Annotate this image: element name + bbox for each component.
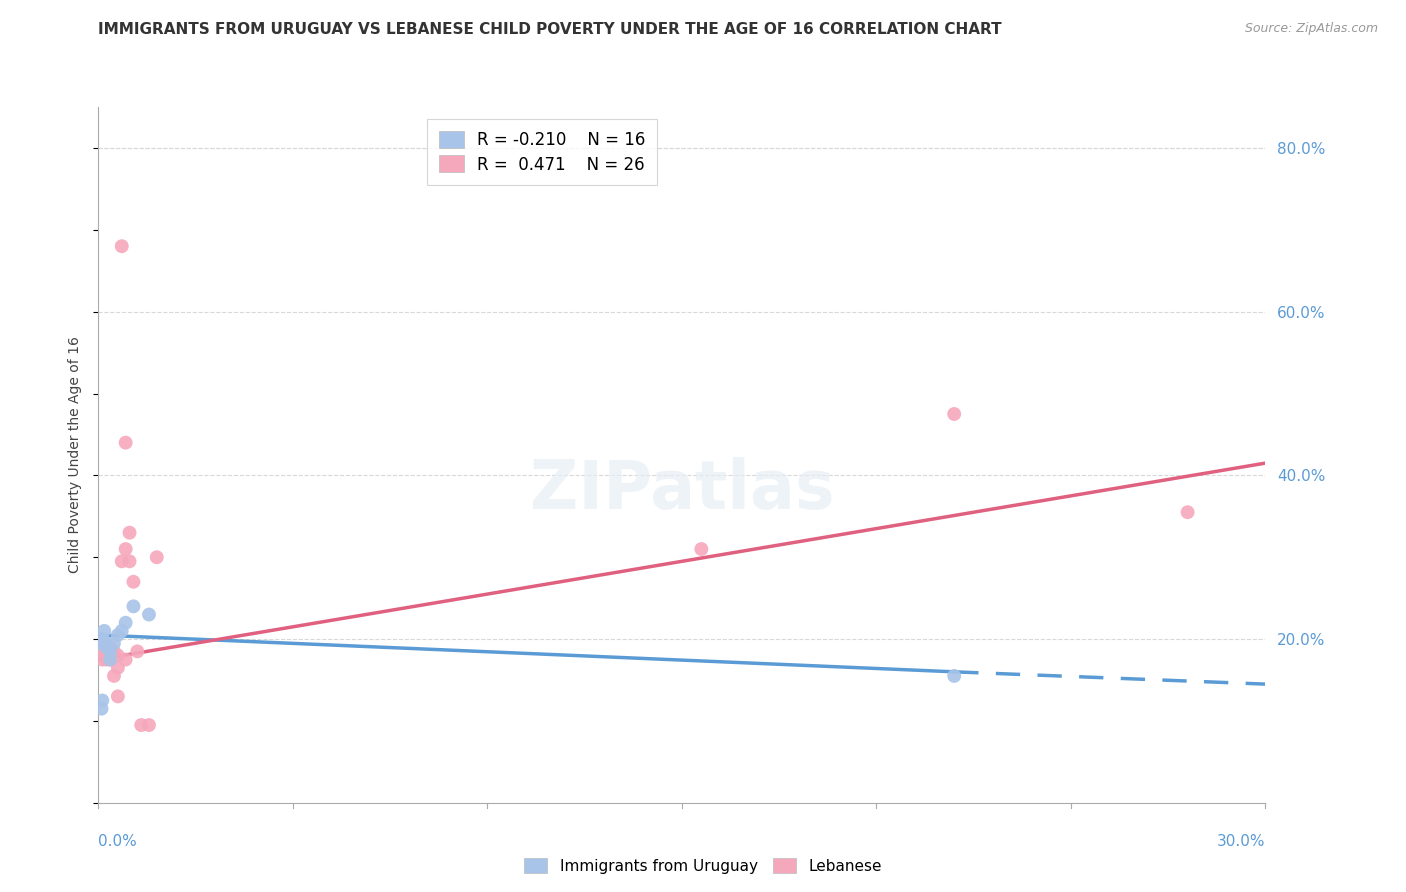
Point (943, 669, 966, 683)
Point (114, 652, 136, 666)
Point (91, 632, 114, 646)
Point (114, 542, 136, 557)
Text: ZIPatlas: ZIPatlas (530, 457, 834, 523)
Point (111, 624, 134, 638)
Point (89, 640, 111, 655)
Point (122, 574, 145, 589)
Point (96, 652, 118, 666)
Point (98, 652, 121, 666)
Point (89, 636, 111, 650)
Point (111, 554, 134, 568)
Point (107, 648, 129, 663)
Point (129, 718, 152, 732)
Point (138, 607, 160, 622)
Point (93, 624, 115, 638)
Point (107, 628, 129, 642)
Text: IMMIGRANTS FROM URUGUAY VS LEBANESE CHILD POVERTY UNDER THE AGE OF 16 CORRELATIO: IMMIGRANTS FROM URUGUAY VS LEBANESE CHIL… (98, 22, 1002, 37)
Point (98, 644, 121, 658)
Point (96, 636, 118, 650)
Legend: R = -0.210    N = 16, R =  0.471    N = 26: R = -0.210 N = 16, R = 0.471 N = 26 (427, 119, 657, 186)
Point (127, 644, 149, 658)
Point (690, 542, 713, 557)
Point (943, 407, 966, 421)
Point (103, 644, 125, 658)
Point (91, 652, 114, 666)
Point (91, 644, 114, 658)
Point (118, 554, 141, 568)
Point (122, 599, 145, 614)
Point (90, 701, 112, 715)
Point (111, 239, 134, 253)
Point (98, 644, 121, 658)
Point (138, 718, 160, 732)
Y-axis label: Child Poverty Under the Age of 16: Child Poverty Under the Age of 16 (69, 336, 83, 574)
Point (98, 640, 121, 655)
Point (118, 525, 141, 540)
Point (114, 615, 136, 630)
Legend: Immigrants from Uruguay, Lebanese: Immigrants from Uruguay, Lebanese (519, 852, 887, 880)
Point (1177, 505, 1199, 519)
Point (96, 640, 118, 655)
Point (103, 669, 125, 683)
Text: 0.0%: 0.0% (98, 834, 138, 849)
Point (107, 661, 129, 675)
Point (103, 636, 125, 650)
Point (107, 690, 129, 704)
Point (98, 652, 121, 666)
Point (96, 644, 118, 658)
Point (91, 693, 114, 707)
Point (114, 435, 136, 450)
Text: 30.0%: 30.0% (1218, 834, 1265, 849)
Point (146, 550, 169, 565)
Text: Source: ZipAtlas.com: Source: ZipAtlas.com (1244, 22, 1378, 36)
